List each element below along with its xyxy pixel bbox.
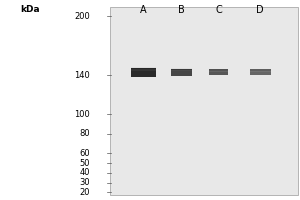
Text: C: C xyxy=(215,5,222,15)
Bar xyxy=(209,70,228,71)
Text: 30: 30 xyxy=(80,178,90,187)
Text: D: D xyxy=(256,5,264,15)
Text: 140: 140 xyxy=(74,71,90,80)
Bar xyxy=(209,69,228,71)
Text: 50: 50 xyxy=(80,159,90,168)
Bar xyxy=(131,67,156,69)
Bar xyxy=(250,69,271,75)
Bar xyxy=(209,70,228,72)
Text: 20: 20 xyxy=(80,188,90,197)
Text: 80: 80 xyxy=(80,129,90,138)
Text: 40: 40 xyxy=(80,168,90,177)
Bar xyxy=(131,69,156,71)
Bar xyxy=(131,68,156,70)
Text: B: B xyxy=(178,5,184,15)
Bar xyxy=(250,70,271,71)
Bar xyxy=(110,7,298,195)
Bar xyxy=(131,68,156,77)
Bar xyxy=(171,70,191,71)
Bar xyxy=(250,69,271,71)
Bar xyxy=(171,69,191,70)
Text: 200: 200 xyxy=(74,12,90,21)
Bar xyxy=(171,69,191,76)
Bar xyxy=(209,69,228,75)
Bar xyxy=(171,68,191,69)
Bar xyxy=(250,70,271,72)
Bar xyxy=(250,69,271,70)
Bar xyxy=(209,69,228,70)
Bar xyxy=(171,69,191,71)
Bar xyxy=(131,69,156,71)
Text: A: A xyxy=(140,5,147,15)
Text: 100: 100 xyxy=(74,110,90,119)
Text: kDa: kDa xyxy=(21,5,40,14)
Text: 60: 60 xyxy=(80,149,90,158)
